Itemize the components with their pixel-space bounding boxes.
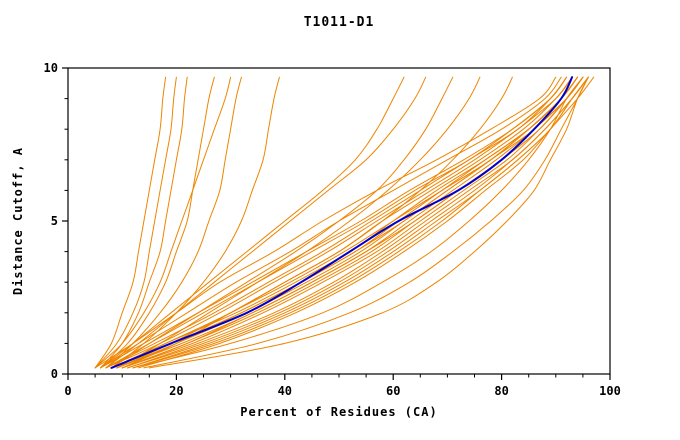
model-curve	[94, 76, 232, 369]
model-curve	[94, 76, 167, 369]
model-curve	[105, 76, 427, 369]
model-curve	[100, 76, 568, 369]
y-tick-label: 5	[51, 214, 58, 228]
model-curve	[105, 76, 568, 369]
chart-title: T1011-D1	[304, 15, 375, 30]
y-tick-label: 0	[51, 367, 58, 381]
model-curve	[132, 76, 589, 369]
x-tick-label: 60	[386, 384, 400, 398]
model-curve	[132, 76, 584, 369]
y-axis-label: Distance Cutoff, A	[11, 147, 25, 295]
y-tick-label: 10	[44, 61, 58, 75]
model-curve	[100, 76, 215, 369]
model-curve	[110, 76, 454, 369]
x-axis-label: Percent of Residues (CA)	[240, 405, 437, 419]
model-curve	[121, 76, 584, 369]
x-tick-label: 20	[169, 384, 183, 398]
x-tick-label: 0	[64, 384, 71, 398]
highlighted-model-curve	[110, 76, 574, 369]
model-curve	[116, 76, 481, 369]
model-curve	[100, 76, 562, 369]
model-curve	[148, 76, 589, 369]
model-curve	[132, 76, 589, 369]
x-tick-label: 80	[494, 384, 508, 398]
axis-ticks-group	[62, 67, 611, 380]
model-curve	[100, 76, 188, 369]
model-curve	[143, 76, 589, 369]
plot-border	[67, 67, 611, 375]
model-curve	[94, 76, 557, 369]
model-curves-group	[94, 76, 595, 369]
model-curve	[105, 76, 573, 369]
model-curve	[116, 76, 578, 369]
model-curve	[94, 76, 177, 369]
model-curve	[110, 76, 280, 369]
model-curve	[105, 76, 242, 369]
model-curve	[100, 76, 405, 369]
model-curve	[127, 76, 589, 369]
x-tick-label: 40	[278, 384, 292, 398]
x-tick-label: 100	[599, 384, 621, 398]
axis-tick-labels-group: 0 20 40 60 80 100 0 5 10	[44, 61, 621, 398]
model-curve	[121, 76, 513, 369]
